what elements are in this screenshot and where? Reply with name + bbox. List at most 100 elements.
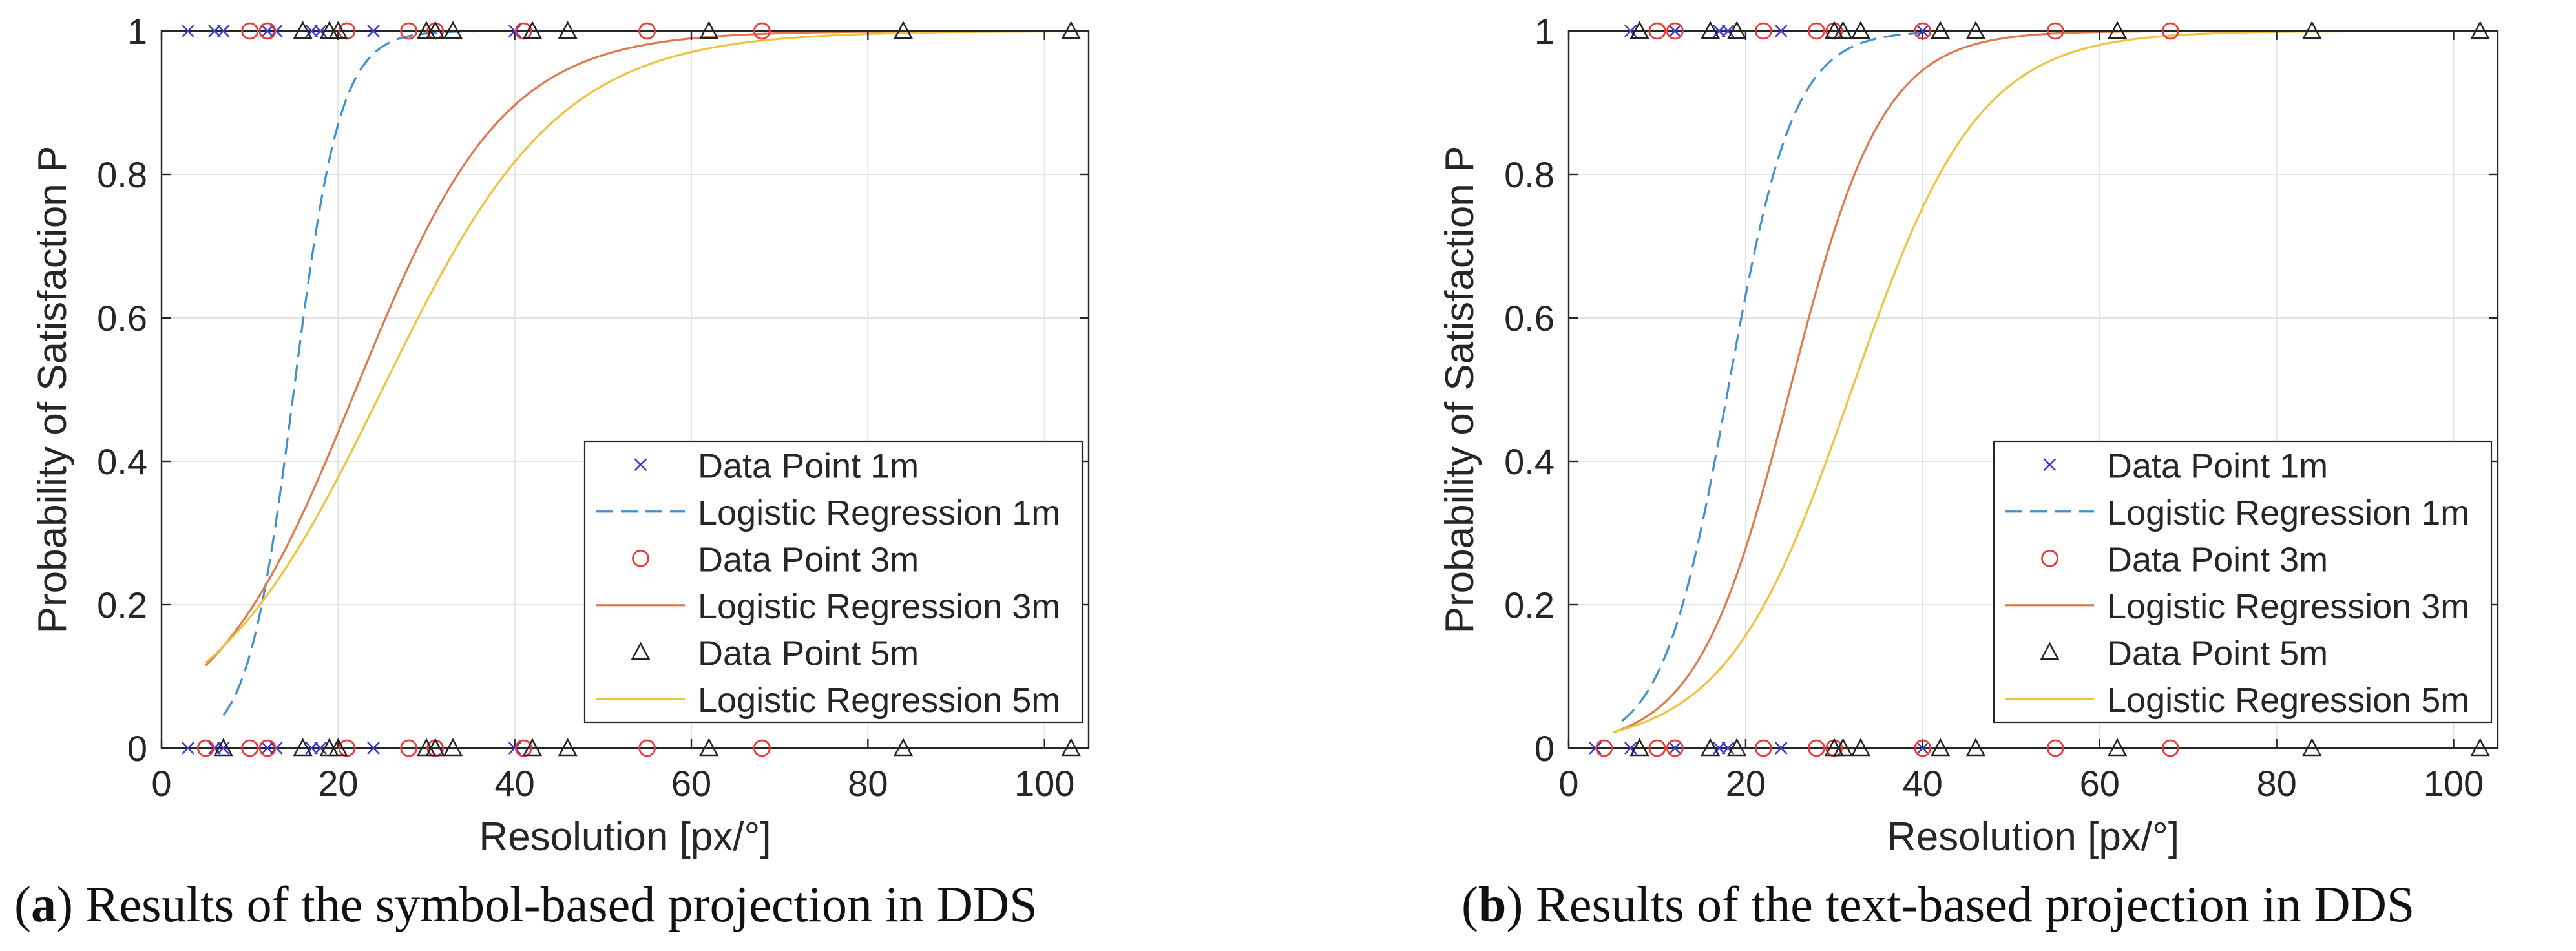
point-a-data-point-1m-p1-4 [269,25,283,37]
xlabel-b: Resolution [px/°] [1887,815,2179,859]
point-b-data-point-5m-p1-2 [1727,21,1747,39]
legend-entry-b-4-label: Data Point 5m [2107,634,2328,673]
point-b-data-point-5m-p1-10 [2470,21,2490,39]
legend-box-a [583,440,1084,724]
point-b-data-point-1m-p0-6 [1916,742,1929,755]
point-b-data-point-3m-p1-3 [1808,22,1825,40]
point-b-data-point-3m-p0-3 [1754,739,1772,757]
chart-a: 0 20 40 60 80 100 0 0.2 0.4 0.6 0.8 1 Resolution [px… [30,11,1090,859]
curve-b-logistic-regression-3m [1612,31,2188,734]
point-b-data-point-1m-p0-4 [1721,742,1735,755]
tick-label-y-b-3: 0.6 [1504,298,1555,339]
point-b-data-point-5m-p1-1 [1701,21,1721,39]
legend-entry-b-0-marker [2043,458,2057,472]
tick-label-y-b-0: 0 [1534,728,1555,769]
point-b-data-point-3m-p0-0 [1595,739,1613,757]
tick-label-x-b-3: 60 [2080,763,2120,804]
point-b-data-point-5m-p1-4 [1833,21,1853,39]
point-b-data-point-1m-p0-2 [1668,742,1682,755]
caption-a: (a) Results of the symbol-based projecti… [14,876,1038,932]
point-a-data-point-5m-p0-8 [558,738,578,757]
point-b-data-point-5m-p0-0 [1629,738,1649,757]
point-a-data-point-5m-p1-5 [443,21,463,39]
point-a-data-point-1m-p0-0 [182,742,194,755]
point-b-data-point-3m-p0-4 [1808,739,1825,757]
point-a-data-point-1m-p0-6 [314,742,327,755]
point-a-data-point-3m-p1-7 [753,22,771,40]
tick-label-y-a-0: 0 [127,728,147,769]
tick-label-y-a-3: 0.6 [97,298,147,339]
tick-label-y-b-2: 0.4 [1504,441,1555,482]
point-b-data-point-1m-p0-5 [1774,742,1788,755]
tick-label-x-a-1: 20 [318,763,358,804]
point-a-data-point-5m-p1-10 [1061,21,1081,39]
point-a-data-point-5m-p0-5 [425,738,445,757]
legend-entry-b-5-label: Logistic Regression 5m [2107,681,2469,720]
tick-label-y-b-4: 0.8 [1504,154,1555,195]
tick-label-x-a-4: 80 [848,763,888,804]
legend-entry-b-0-label: Data Point 1m [2107,446,2328,485]
point-a-data-point-1m-p1-8 [508,25,521,37]
point-b-data-point-3m-p1-2 [1754,22,1772,40]
point-b-data-point-5m-p1-6 [1931,21,1951,39]
point-a-data-point-1m-p0-7 [367,742,380,755]
axes-box-b [1567,30,2499,749]
legend-entry-b-2-label: Data Point 3m [2107,540,2328,579]
point-b-data-point-5m-p0-2 [1727,738,1747,757]
point-a-data-point-3m-p1-3 [400,22,418,40]
tick-label-x-b-2: 40 [1903,763,1943,804]
legend-entry-a-5-label: Logistic Regression 5m [698,681,1060,720]
point-b-data-point-5m-p0-1 [1701,738,1721,757]
point-a-data-point-5m-p0-11 [1061,738,1081,757]
point-a-data-point-3m-p1-1 [258,22,277,40]
point-a-data-point-1m-p1-6 [314,25,327,37]
point-b-data-point-5m-p1-0 [1629,21,1649,39]
point-b-data-point-1m-p1-3 [1721,25,1735,37]
point-b-data-point-3m-p0-8 [2161,739,2179,757]
point-b-data-point-3m-p1-1 [1666,22,1684,40]
legend-entry-a-2-label: Data Point 3m [698,540,919,579]
legend-b: Data Point 1m Logistic Regression 1m Data … [1993,440,2493,724]
point-a-data-point-3m-p0-2 [258,739,277,757]
point-a-data-point-5m-p1-6 [522,21,543,39]
point-b-data-point-3m-p1-5 [1914,22,1932,40]
legend-entry-b-1-label: Logistic Regression 1m [2107,494,2469,532]
point-a-data-point-3m-p0-4 [400,739,418,757]
point-b-data-point-5m-p1-7 [1965,21,1986,39]
caption-b-text: Results of the text-based projection in … [1523,876,2415,932]
point-b-data-point-5m-p1-9 [2302,21,2322,39]
point-b-data-point-3m-p0-1 [1648,739,1666,757]
point-a-data-point-3m-p1-0 [241,22,259,40]
legend-entry-a-2-marker [632,549,649,567]
curve-b-logistic-regression-1m [1621,32,1923,722]
legend-box-b [1993,440,2493,724]
ylabel-b: Probability of Satisfaction P [1438,146,1482,634]
point-a-data-point-5m-p1-2 [328,21,348,39]
point-a-data-point-5m-p1-4 [425,21,445,39]
legend-entry-a-4-label: Data Point 5m [698,634,919,673]
tick-label-x-b-0: 0 [1558,763,1578,804]
point-b-data-point-3m-p1-0 [1648,22,1666,40]
point-a-data-point-3m-p0-1 [241,739,259,757]
point-b-data-point-5m-p0-6 [1931,738,1951,757]
point-a-data-point-3m-p0-8 [753,739,771,757]
point-b-data-point-5m-p0-8 [2108,738,2128,757]
point-a-data-point-5m-p0-1 [293,738,313,757]
point-b-data-point-1m-p1-5 [1916,25,1929,37]
point-b-data-point-1m-p0-1 [1624,742,1637,755]
point-b-data-point-3m-p0-7 [2046,739,2064,757]
point-a-data-point-5m-p0-7 [522,738,543,757]
tick-label-x-a-2: 40 [495,763,535,804]
tick-label-x-b-1: 20 [1726,763,1766,804]
point-a-data-point-5m-p0-9 [699,738,719,757]
point-b-data-point-3m-p1-6 [2046,22,2064,40]
point-b-data-point-5m-p0-5 [1850,738,1871,757]
tick-label-y-b-5: 1 [1534,11,1555,52]
legend-entry-a-4-marker [631,642,651,660]
axes-box-a [160,30,1090,749]
legend-entry-a-1-label: Logistic Regression 1m [698,494,1060,532]
point-a-data-point-1m-p0-4 [269,742,283,755]
tick-label-x-b-4: 80 [2256,763,2296,804]
point-a-data-point-5m-p0-0 [213,738,233,757]
